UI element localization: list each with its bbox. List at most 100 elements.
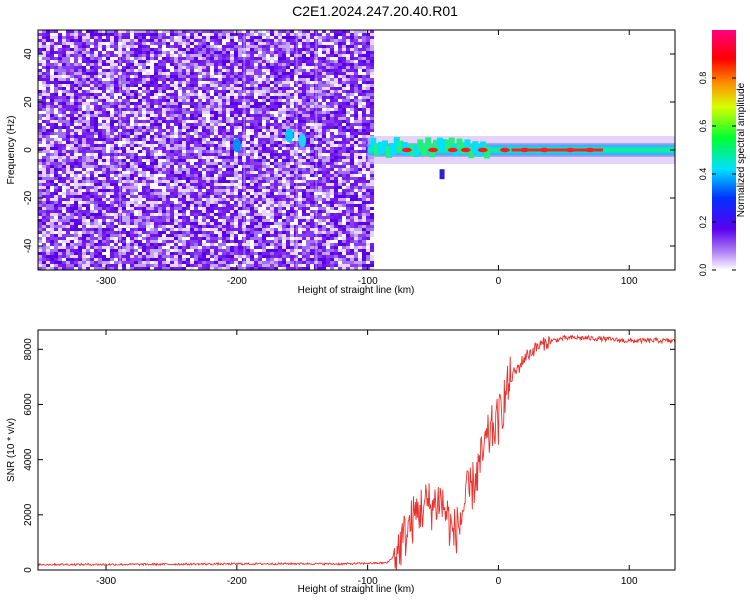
heatmap-cell	[90, 231, 94, 234]
heatmap-cell	[214, 210, 218, 213]
heatmap-cell	[246, 144, 250, 147]
heatmap-cell	[134, 117, 138, 120]
heatmap-cell	[246, 48, 250, 51]
heatmap-cell	[282, 120, 286, 123]
heatmap-cell	[74, 252, 78, 255]
heatmap-cell	[238, 72, 242, 75]
heatmap-cell	[186, 51, 190, 54]
heatmap-cell	[186, 135, 190, 138]
heatmap-cell	[198, 264, 202, 267]
heatmap-cell	[158, 147, 162, 150]
heatmap-cell	[102, 246, 106, 249]
heatmap-cell	[74, 147, 78, 150]
heatmap-cell	[102, 186, 106, 189]
heatmap-cell	[166, 66, 170, 69]
heatmap-cell	[106, 102, 110, 105]
heatmap-cell	[62, 75, 66, 78]
heatmap-cell	[66, 138, 70, 141]
heatmap-cell	[266, 132, 270, 135]
heatmap-cell	[206, 252, 210, 255]
heatmap-cell	[254, 165, 258, 168]
heatmap-cell	[178, 75, 182, 78]
heatmap-cell	[198, 171, 202, 174]
heatmap-cell	[46, 258, 50, 261]
heatmap-cell	[118, 192, 122, 195]
heatmap-cell	[202, 108, 206, 111]
heatmap-cell	[206, 204, 210, 207]
heatmap-cell	[222, 225, 226, 228]
heatmap-cell	[62, 177, 66, 180]
heatmap-cell	[178, 72, 182, 75]
heatmap-cell	[234, 201, 238, 204]
heatmap-cell	[50, 252, 54, 255]
heatmap-cell	[94, 81, 98, 84]
heatmap-cell	[170, 204, 174, 207]
heatmap-cell	[50, 33, 54, 36]
heatmap-cell	[262, 111, 266, 114]
heatmap-cell	[218, 186, 222, 189]
heatmap-cell	[50, 204, 54, 207]
heatmap-cell	[174, 39, 178, 42]
heatmap-cell	[226, 66, 230, 69]
heatmap-cell	[74, 48, 78, 51]
heatmap-cell	[118, 240, 122, 243]
heatmap-cell	[174, 45, 178, 48]
heatmap-cell	[54, 210, 58, 213]
heatmap-cell	[250, 114, 254, 117]
heatmap-cell	[42, 207, 46, 210]
heatmap-cell	[258, 147, 262, 150]
heatmap-cell	[46, 150, 50, 153]
heatmap-cell	[182, 165, 186, 168]
heatmap-cell	[198, 252, 202, 255]
heatmap-cell	[50, 156, 54, 159]
heatmap-cell	[266, 237, 270, 240]
heatmap-cell	[254, 186, 258, 189]
heatmap-cell	[130, 264, 134, 267]
heatmap-cell	[214, 180, 218, 183]
heatmap-cell	[262, 120, 266, 123]
heatmap-cell	[202, 255, 206, 258]
heatmap-cell	[166, 171, 170, 174]
heatmap-cell	[70, 156, 74, 159]
heatmap-cell	[114, 111, 118, 114]
heatmap-cell	[174, 75, 178, 78]
heatmap-cell	[62, 42, 66, 45]
heatmap-cell	[286, 123, 290, 126]
heatmap-cell	[58, 30, 62, 33]
heatmap-cell	[230, 162, 234, 165]
heatmap-cell	[174, 72, 178, 75]
heatmap-cell	[214, 123, 218, 126]
heatmap-cell	[114, 174, 118, 177]
heatmap-cell	[166, 198, 170, 201]
heatmap-cell	[82, 33, 86, 36]
heatmap-cell	[166, 111, 170, 114]
heatmap-cell	[206, 105, 210, 108]
heatmap-cell	[50, 237, 54, 240]
heatmap-cell	[182, 180, 186, 183]
heatmap-cell	[282, 42, 286, 45]
heatmap-cell	[122, 39, 126, 42]
heatmap-cell	[54, 195, 58, 198]
heatmap-cell	[230, 45, 234, 48]
heatmap-cell	[78, 222, 82, 225]
heatmap-cell	[246, 222, 250, 225]
heatmap-cell	[170, 138, 174, 141]
heatmap-cell	[234, 255, 238, 258]
heatmap-cell	[130, 171, 134, 174]
heatmap-cell	[266, 150, 270, 153]
heatmap-cell	[62, 186, 66, 189]
heatmap-cell	[54, 33, 58, 36]
heatmap-cell	[230, 174, 234, 177]
heatmap-cell	[138, 231, 142, 234]
heatmap-cell	[222, 177, 226, 180]
heatmap-cell	[58, 243, 62, 246]
heatmap-cell	[134, 120, 138, 123]
heatmap-cell	[230, 186, 234, 189]
heatmap-cell	[46, 51, 50, 54]
heatmap-cell	[242, 249, 246, 252]
heatmap-cell	[102, 87, 106, 90]
heatmap-cell	[262, 180, 266, 183]
heatmap-cell	[150, 174, 154, 177]
heatmap-cell	[70, 129, 74, 132]
heatmap-cell	[210, 216, 214, 219]
